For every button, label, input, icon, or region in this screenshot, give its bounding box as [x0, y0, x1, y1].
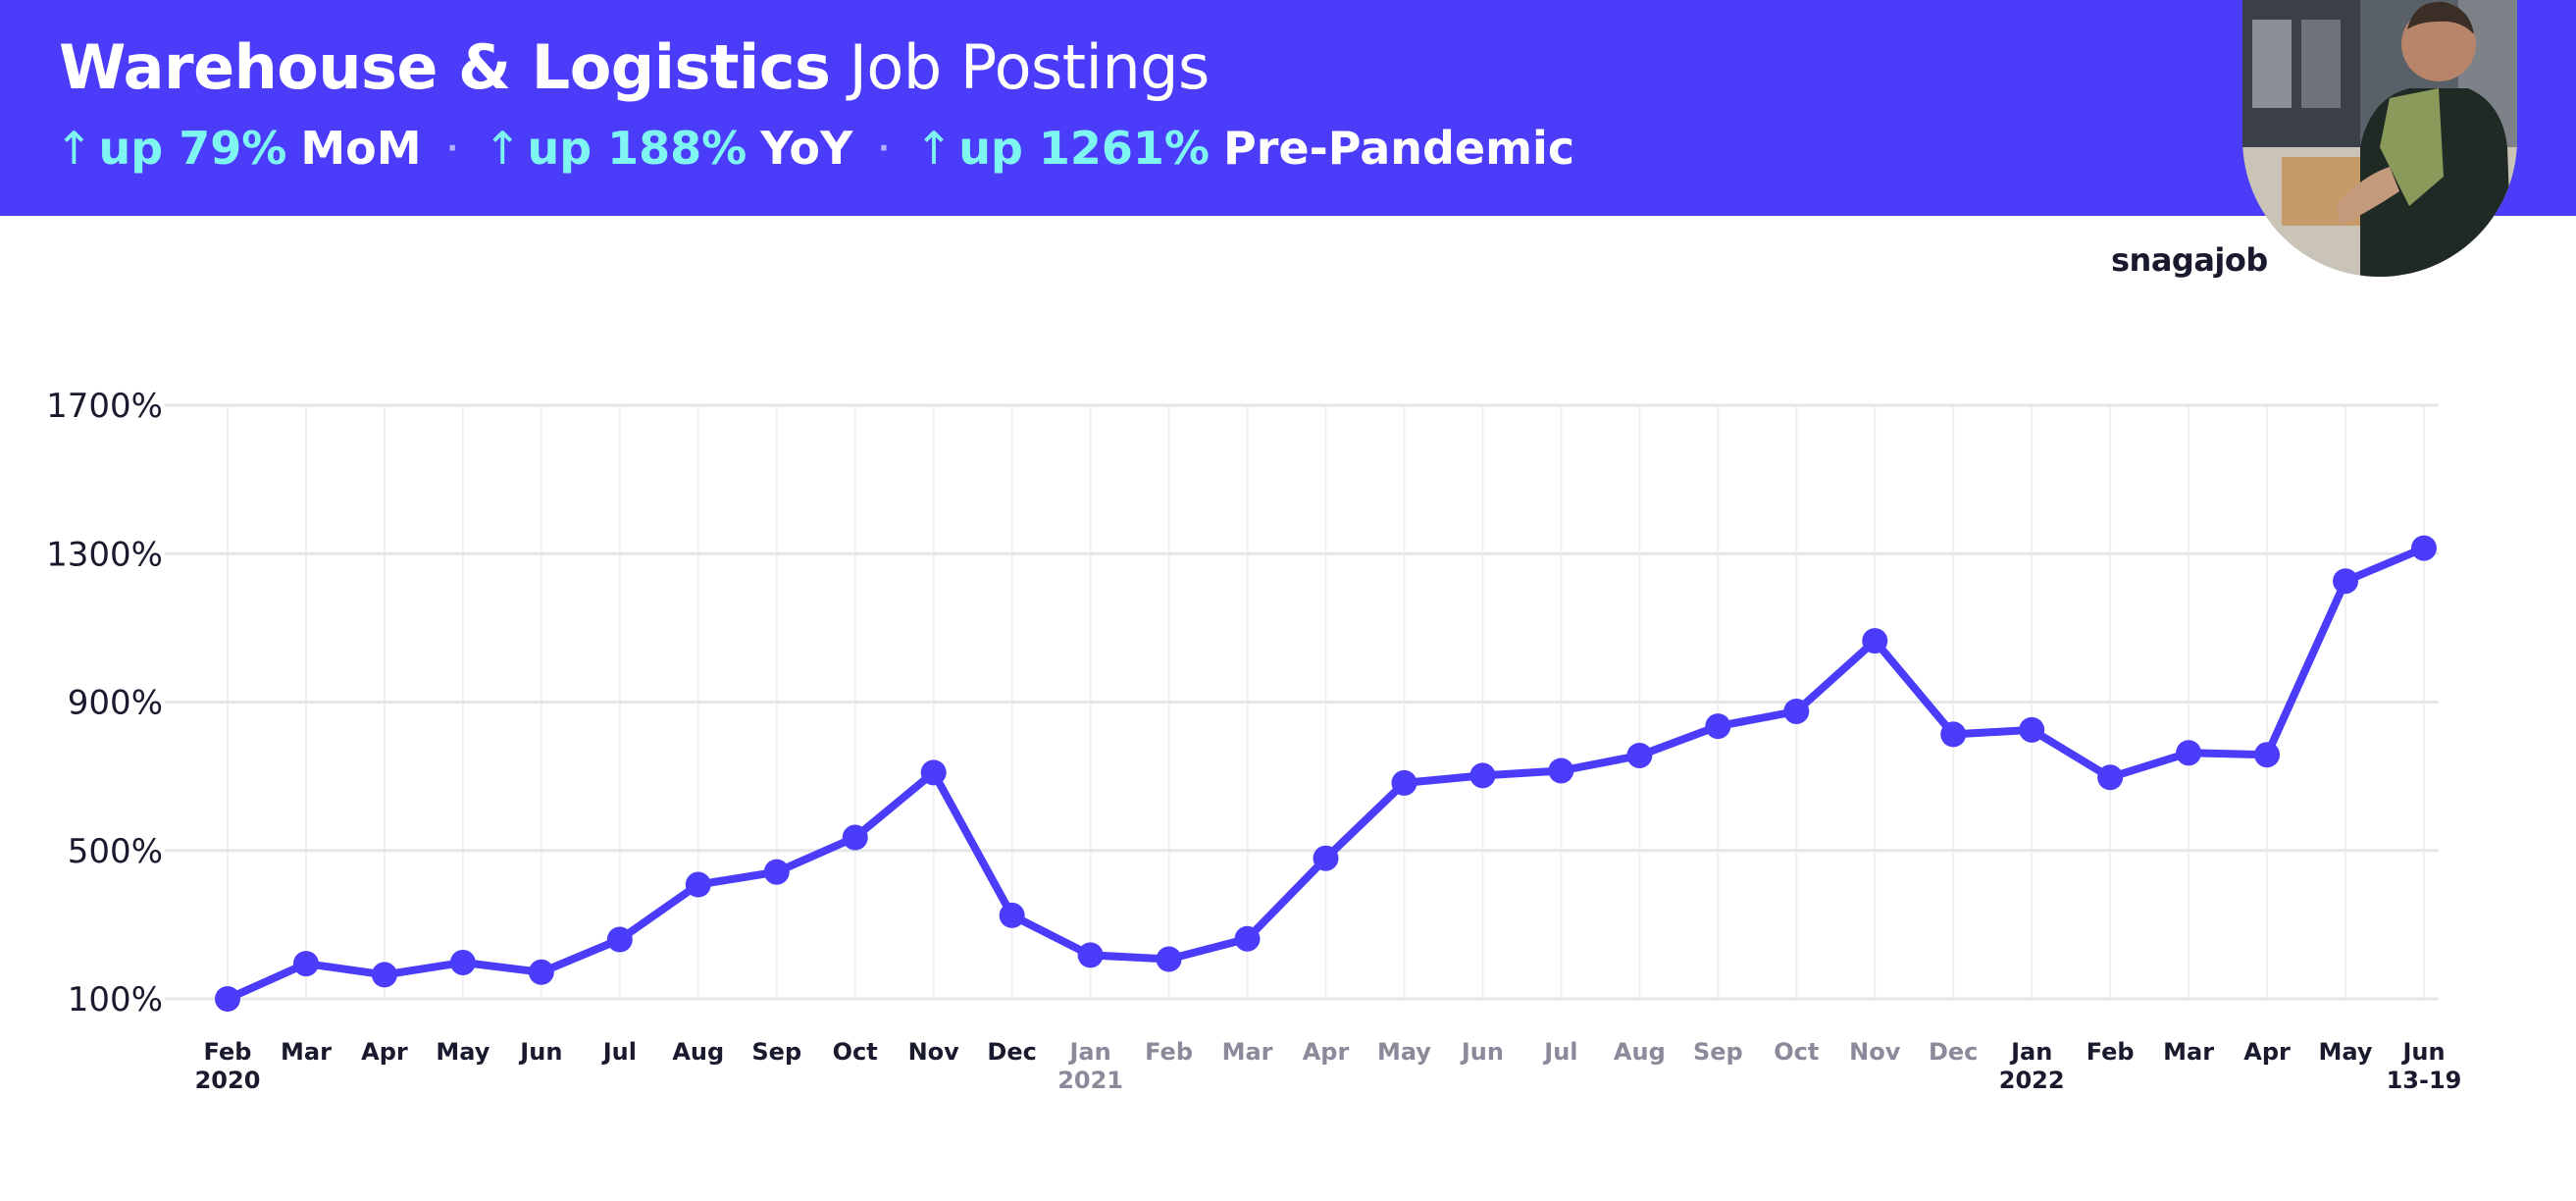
y-tick-label: 900% [68, 684, 163, 723]
up-arrow-icon: ↑ [914, 122, 953, 175]
worker-photo [2242, 0, 2517, 277]
data-point [1469, 762, 1496, 789]
data-point [685, 871, 711, 898]
title-light: Job Postings [849, 31, 1211, 103]
stat-prepandemic: ↑ up 1261% Pre-Pandemic [915, 122, 1574, 175]
stat-yoy-label: YoY [760, 122, 853, 175]
data-point [1391, 769, 1417, 796]
data-point [2411, 535, 2437, 561]
x-tick-label: Jan [1067, 1038, 1110, 1066]
x-tick-label: May [436, 1038, 489, 1066]
x-tick-label: Dec [987, 1038, 1036, 1066]
data-point [292, 951, 319, 977]
data-point [2254, 742, 2281, 768]
x-tick-label: Feb [1145, 1038, 1193, 1066]
data-point [1234, 925, 1261, 952]
stat-yoy-value: up 188% [527, 122, 747, 175]
x-tick-label: Dec [1929, 1038, 1978, 1066]
x-tick-sublabel: 2021 [1057, 1067, 1123, 1094]
stat-prepandemic-label: Pre-Pandemic [1223, 122, 1575, 175]
x-tick-label: Nov [908, 1038, 960, 1066]
stat-yoy: ↑ up 188% YoY [484, 122, 852, 175]
x-tick-sublabel: 2020 [195, 1067, 261, 1094]
data-point [2176, 740, 2202, 766]
data-point [1077, 942, 1104, 968]
x-tick-sublabel: 13-19 [2387, 1067, 2462, 1094]
stat-mom-label: MoM [300, 122, 422, 175]
x-tick-label: Jul [1542, 1038, 1577, 1066]
x-tick-sublabel: 2022 [1999, 1067, 2065, 1094]
y-tick-label: 500% [68, 832, 163, 871]
x-tick-label: Jul [601, 1038, 637, 1066]
data-point [1313, 845, 1339, 871]
x-tick-label: May [1377, 1038, 1431, 1066]
data-point [1156, 946, 1182, 972]
data-point [842, 824, 868, 851]
separator-dot: · [878, 131, 890, 166]
x-tick-label: Mar [281, 1038, 332, 1066]
header-banner: Warehouse & Logistics Job Postings ↑ up … [0, 0, 2576, 216]
data-point [1626, 742, 1653, 768]
worker-photo-illustration [2242, 0, 2517, 277]
data-point [1548, 757, 1574, 784]
data-point [2333, 568, 2359, 595]
x-tick-label: Nov [1849, 1038, 1901, 1066]
stat-prepandemic-value: up 1261% [958, 122, 1211, 175]
x-tick-label: Mar [1222, 1038, 1273, 1066]
up-arrow-icon: ↑ [55, 122, 93, 175]
stats-row: ↑ up 79% MoM · ↑ up 188% YoY · ↑ up 1261… [55, 122, 1574, 175]
data-point [606, 926, 633, 953]
x-tick-label: Jun [1460, 1038, 1504, 1066]
x-tick-label: Oct [1774, 1038, 1819, 1066]
y-tick-label: 1300% [46, 535, 163, 574]
data-point [449, 949, 476, 975]
x-tick-label: Feb [204, 1038, 252, 1066]
brand-logo: snagajob [2111, 241, 2268, 279]
y-tick-label: 1700% [46, 387, 163, 426]
x-tick-label: Apr [2243, 1038, 2291, 1066]
x-tick-label: Apr [361, 1038, 408, 1066]
stat-mom: ↑ up 79% MoM [55, 122, 422, 175]
x-tick-label: Sep [751, 1038, 801, 1066]
x-tick-label: Aug [1614, 1038, 1666, 1066]
separator-dot: · [446, 131, 458, 166]
data-point [371, 962, 397, 988]
title-bold: Warehouse & Logistics [59, 31, 831, 103]
x-tick-label: Apr [1303, 1038, 1350, 1066]
data-point [2097, 764, 2124, 791]
data-point [763, 859, 790, 885]
x-tick-label: Oct [833, 1038, 878, 1066]
x-tick-label: Mar [2163, 1038, 2214, 1066]
x-tick-label: Jun [518, 1038, 562, 1066]
data-point [1862, 628, 1888, 654]
x-tick-label: Jan [2009, 1038, 2052, 1066]
x-tick-label: Aug [672, 1038, 724, 1066]
data-point [1783, 698, 1810, 724]
x-tick-label: May [2319, 1038, 2373, 1066]
data-point [999, 902, 1025, 928]
data-point [2019, 716, 2045, 743]
data-point [1705, 713, 1731, 740]
data-point [215, 986, 240, 1012]
data-point [528, 959, 554, 985]
x-tick-label: Sep [1693, 1038, 1743, 1066]
page-title: Warehouse & Logistics Job Postings [59, 31, 1210, 103]
x-tick-label: Jun [2400, 1038, 2445, 1066]
data-point [1940, 721, 1967, 748]
up-arrow-icon: ↑ [483, 122, 522, 175]
stat-mom-value: up 79% [98, 122, 287, 175]
y-tick-label: 100% [68, 980, 163, 1019]
data-point [920, 759, 947, 786]
x-tick-label: Feb [2087, 1038, 2135, 1066]
